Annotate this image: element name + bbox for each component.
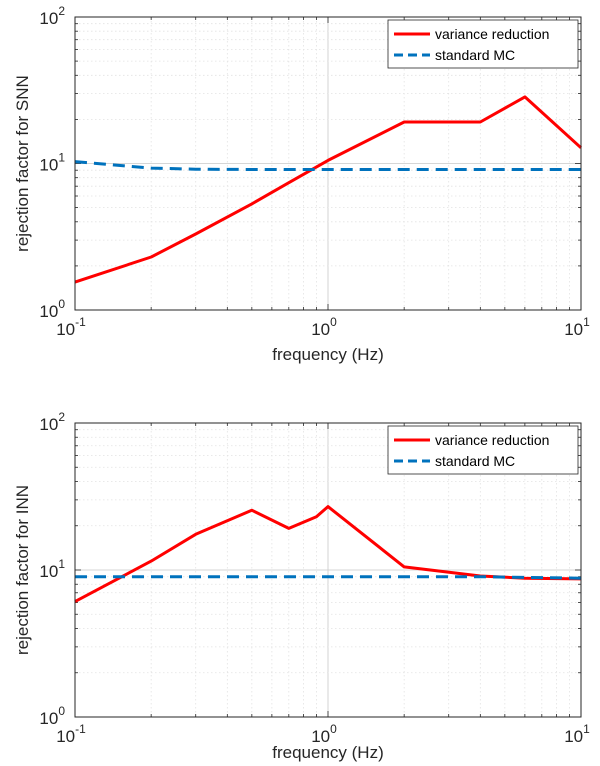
series-line-standard-mc <box>74 160 581 171</box>
axes-box <box>74 422 582 718</box>
y-tick-label: 102 <box>39 410 65 434</box>
x-tick-label: 100 <box>311 722 337 746</box>
y-tick-label: 102 <box>39 4 65 28</box>
axes-box <box>74 16 582 311</box>
y-tick-label: 101 <box>39 151 65 175</box>
y-tick-label: 100 <box>39 704 65 728</box>
legend-label-standard-mc: standard MC <box>435 47 515 63</box>
legend-box <box>387 425 579 475</box>
y-tick-label: 101 <box>39 557 65 581</box>
x-axis-label: frequency (Hz) <box>272 743 383 762</box>
series-line-standard-mc <box>75 575 582 580</box>
legend-box <box>387 19 579 69</box>
x-tick-label: 101 <box>564 315 590 339</box>
series-line-variance-reduction <box>74 95 583 284</box>
legend-label-variance-reduction: variance reduction <box>435 26 549 42</box>
y-axis-label: rejection factor for SNN <box>13 75 32 252</box>
x-axis-label: frequency (Hz) <box>272 345 383 364</box>
y-axis-label: rejection factor for INN <box>13 485 32 655</box>
x-tick-label: 100 <box>311 315 337 339</box>
y-tick-label: 100 <box>39 297 65 321</box>
legend-label-standard-mc: standard MC <box>435 453 515 469</box>
legend: variance reduction standard MC <box>387 19 579 69</box>
x-tick-label: 10-1 <box>56 315 86 339</box>
grid <box>74 423 581 718</box>
legend-label-variance-reduction: variance reduction <box>435 432 549 448</box>
x-tick-label: 10-1 <box>56 722 86 746</box>
legend: variance reduction standard MC <box>387 425 579 475</box>
x-tick-label: 101 <box>564 722 590 746</box>
